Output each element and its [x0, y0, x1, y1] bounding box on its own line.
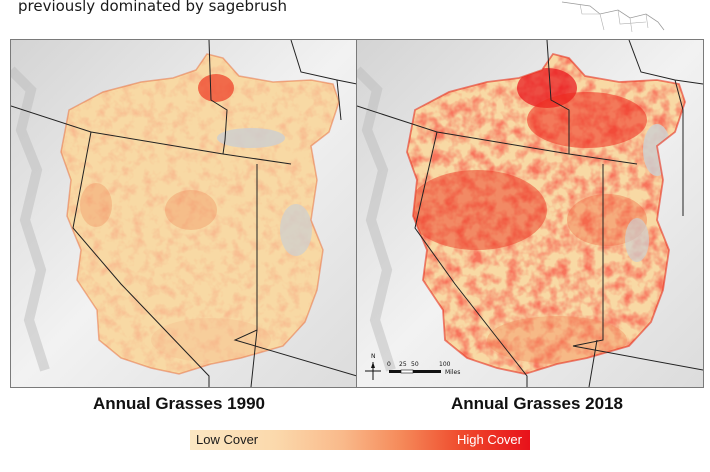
state-boundaries-1990 [11, 40, 357, 387]
panel-title-2018: Annual Grasses 2018 [451, 394, 623, 413]
scale-tick-50: 50 [411, 361, 419, 368]
map-panel-2018: N 0 25 50 100 Miles [356, 39, 704, 388]
scale-tick-100: 100 [439, 361, 451, 368]
color-legend: Low Cover High Cover [190, 430, 530, 450]
scale-tick-25: 25 [399, 361, 407, 368]
scale-unit: Miles [445, 369, 460, 376]
legend-low-label: Low Cover [196, 432, 259, 447]
scale-bar: N 0 25 50 100 Miles [365, 353, 460, 380]
map-2018: N 0 25 50 100 Miles [357, 40, 703, 387]
map-1990 [11, 40, 357, 387]
north-label: N [371, 353, 376, 360]
us-inset-map [561, 1, 665, 33]
scale-tick-0: 0 [387, 361, 391, 368]
panel-title-1990: Annual Grasses 1990 [93, 394, 265, 413]
map-panel-1990 [10, 39, 358, 388]
legend-high-label: High Cover [456, 432, 522, 447]
state-boundaries-2018 [357, 40, 703, 387]
map-caption: previously dominated by sagebrush [18, 0, 287, 15]
